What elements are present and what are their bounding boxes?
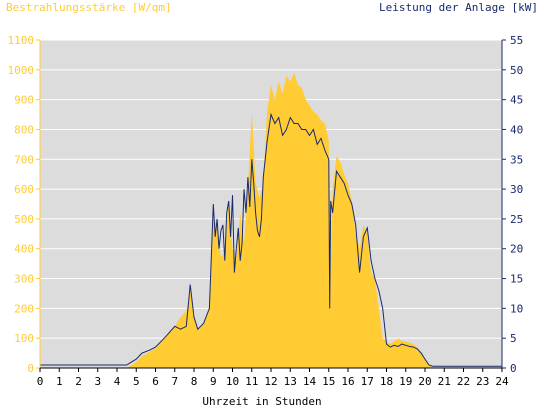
right-tick-label-45: 45 (510, 94, 523, 107)
right-tick-label-30: 30 (510, 183, 523, 196)
left-tick-label-400: 400 (14, 243, 34, 256)
x-tick-label-24: 24 (495, 375, 509, 388)
right-tick-label-5: 5 (510, 332, 517, 345)
x-tick-label-19: 19 (399, 375, 412, 388)
x-tick-label-14: 14 (303, 375, 317, 388)
left-tick-label-200: 200 (14, 302, 34, 315)
x-tick-label-20: 20 (418, 375, 431, 388)
x-tick-label-18: 18 (380, 375, 393, 388)
right-tick-label-15: 15 (510, 273, 523, 286)
axes: 0100200300400500600700800900100011000510… (8, 34, 524, 388)
x-tick-label-22: 22 (457, 375, 470, 388)
irradiance-area (40, 72, 502, 369)
right-tick-label-55: 55 (510, 34, 523, 47)
power-series (40, 112, 502, 367)
x-tick-label-7: 7 (171, 375, 178, 388)
x-tick-label-13: 13 (284, 375, 297, 388)
x-tick-label-17: 17 (361, 375, 374, 388)
left-tick-label-1100: 1100 (8, 34, 35, 47)
left-tick-label-800: 800 (14, 123, 34, 136)
left-tick-label-300: 300 (14, 273, 34, 286)
right-tick-label-25: 25 (510, 213, 523, 226)
left-tick-label-500: 500 (14, 213, 34, 226)
left-tick-label-0: 0 (27, 362, 34, 375)
right-tick-label-10: 10 (510, 302, 523, 315)
left-tick-label-600: 600 (14, 183, 34, 196)
left-tick-label-900: 900 (14, 94, 34, 107)
x-tick-label-2: 2 (75, 375, 82, 388)
x-tick-label-4: 4 (114, 375, 121, 388)
power-line (40, 112, 502, 367)
right-tick-label-0: 0 (510, 362, 517, 375)
x-tick-label-9: 9 (210, 375, 217, 388)
x-tick-label-3: 3 (94, 375, 101, 388)
x-tick-label-15: 15 (322, 375, 335, 388)
x-tick-label-23: 23 (476, 375, 489, 388)
x-tick-label-11: 11 (245, 375, 258, 388)
x-tick-label-5: 5 (133, 375, 140, 388)
left-tick-label-100: 100 (14, 332, 34, 345)
x-axis-title: Uhrzeit in Stunden (202, 395, 321, 408)
right-tick-label-50: 50 (510, 64, 523, 77)
x-tick-label-16: 16 (341, 375, 354, 388)
x-tick-label-6: 6 (152, 375, 159, 388)
left-axis-title: Bestrahlungsstärke [W/qm] (6, 1, 172, 14)
irradiance-series (40, 72, 502, 369)
left-tick-label-700: 700 (14, 153, 34, 166)
x-tick-label-0: 0 (37, 375, 44, 388)
right-tick-label-40: 40 (510, 123, 523, 136)
x-tick-label-8: 8 (191, 375, 198, 388)
x-tick-label-12: 12 (264, 375, 277, 388)
right-tick-label-20: 20 (510, 243, 523, 256)
right-axis-title: Leistung der Anlage [kW] (379, 1, 538, 14)
x-tick-label-10: 10 (226, 375, 239, 388)
x-tick-label-21: 21 (438, 375, 451, 388)
left-tick-label-1000: 1000 (8, 64, 35, 77)
right-tick-label-35: 35 (510, 153, 523, 166)
x-tick-label-1: 1 (56, 375, 63, 388)
